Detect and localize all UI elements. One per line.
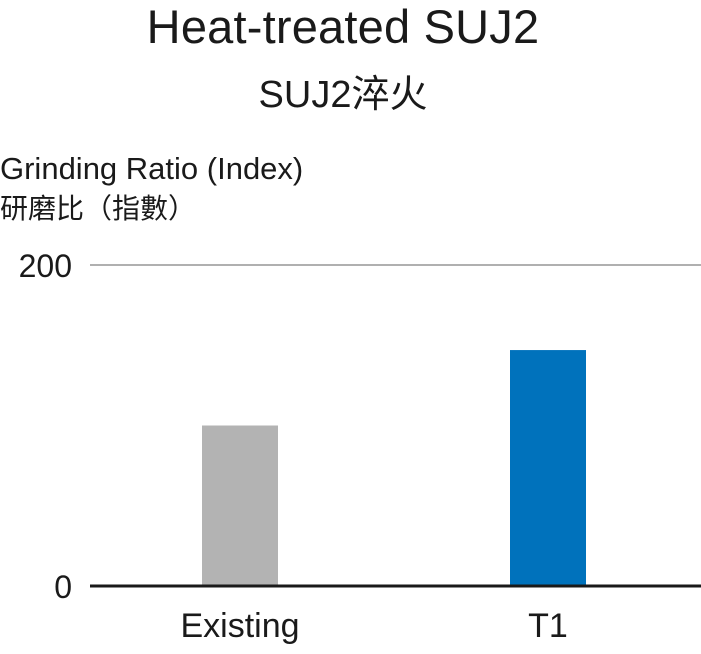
y-tick-label-200: 200 <box>19 248 72 284</box>
bars-group <box>202 350 586 586</box>
x-tick-label-t1: T1 <box>528 607 568 645</box>
x-tick-label-existing: Existing <box>180 607 299 645</box>
bar-existing <box>202 425 278 586</box>
y-tick-label-0: 0 <box>54 569 72 605</box>
y-axis-label-chinese: 研磨比（指數） <box>0 193 197 224</box>
chart-title: Heat-treated SUJ2 <box>146 0 540 53</box>
y-axis-label: Grinding Ratio (Index) <box>0 151 304 186</box>
bar-t1 <box>510 350 586 586</box>
chart-subtitle: SUJ2淬火 <box>258 74 428 116</box>
category-labels: Existing T1 <box>180 607 567 645</box>
